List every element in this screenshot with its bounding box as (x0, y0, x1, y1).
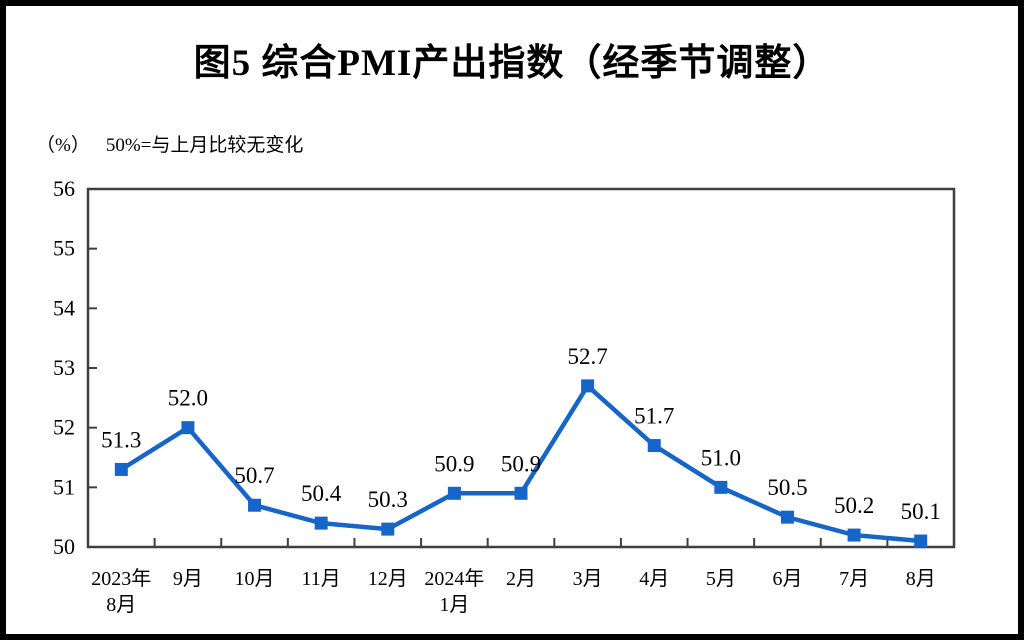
data-label: 51.7 (634, 404, 674, 429)
y-tick-label: 51 (53, 474, 75, 499)
x-tick-label: 6月 (772, 568, 802, 590)
x-tick-label: 8月 (906, 568, 936, 590)
x-tick-label: 7月 (839, 568, 869, 590)
data-point (514, 486, 528, 500)
data-point (447, 486, 461, 500)
x-tick-label: 2月 (506, 568, 536, 590)
data-point (314, 516, 328, 530)
y-tick-label: 55 (53, 236, 75, 261)
y-tick-label: 53 (53, 355, 75, 380)
y-tick-label: 54 (53, 295, 75, 320)
data-label: 51.3 (101, 427, 141, 452)
chart-title: 图5 综合PMI产出指数（经季节调整） (193, 43, 831, 84)
x-tick-label: 10月 (235, 568, 275, 590)
x-tick-label: 9月 (173, 568, 203, 590)
data-point (647, 439, 661, 453)
data-label: 50.2 (834, 493, 874, 518)
data-point (114, 462, 128, 476)
data-label: 52.7 (567, 344, 607, 369)
data-point (581, 379, 595, 393)
y-tick-label: 50 (53, 534, 75, 559)
y-tick-label: 52 (53, 415, 75, 440)
x-tick-label: 5月 (706, 568, 736, 590)
axis-note: （%） 50%=与上月比较无变化 (36, 130, 303, 157)
data-point (914, 534, 928, 548)
data-point (381, 522, 395, 536)
x-tick-label: 2023年 8月 (91, 567, 151, 616)
data-point (780, 510, 794, 524)
y-tick-label: 56 (53, 176, 75, 201)
x-tick-label: 2024年 1月 (424, 567, 484, 616)
x-tick-label: 12月 (368, 568, 408, 590)
x-tick-label: 3月 (573, 568, 603, 590)
data-label: 51.0 (701, 445, 741, 470)
data-point (181, 421, 195, 435)
data-label: 50.3 (368, 487, 408, 512)
x-tick-label: 11月 (302, 568, 341, 590)
data-label: 50.7 (234, 463, 274, 488)
data-label: 50.4 (301, 481, 342, 506)
pmi-line-chart: 50 51 52 53 54 55 56 2023年 8月 9月 10月 11月 12月 2024年 1月 2… (53, 176, 956, 616)
x-tick-label: 4月 (639, 568, 669, 590)
data-point (847, 528, 861, 542)
data-label: 50.9 (434, 451, 474, 476)
data-label: 50.1 (901, 499, 941, 524)
data-point (248, 498, 262, 512)
baseline-note: 50%=与上月比较无变化 (105, 135, 304, 156)
data-label: 52.0 (168, 386, 208, 411)
unit-label: （%） (36, 135, 90, 156)
data-label: 50.9 (501, 451, 541, 476)
data-label: 50.5 (767, 475, 807, 500)
data-point (714, 480, 728, 494)
